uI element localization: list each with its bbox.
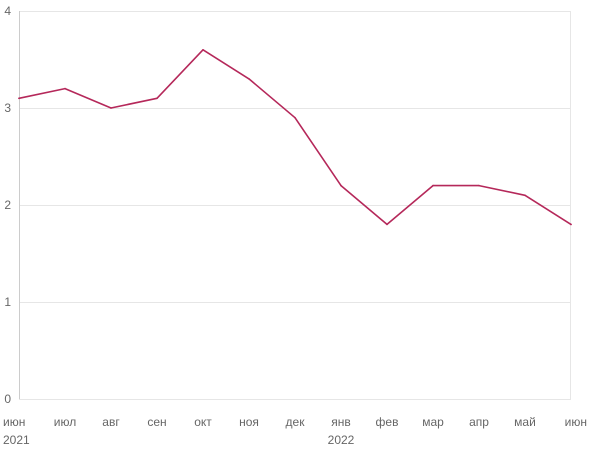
data-point bbox=[202, 49, 204, 51]
data-point bbox=[524, 194, 526, 197]
y-axis: 0 1 2 3 4 bbox=[4, 4, 11, 406]
x-tick-label: янв bbox=[331, 415, 351, 429]
x-year-label: 2021 bbox=[3, 433, 30, 447]
x-tick-label: окт bbox=[194, 415, 212, 429]
data-point bbox=[110, 107, 112, 109]
data-point bbox=[570, 223, 572, 226]
x-tick-label: мар bbox=[422, 415, 444, 429]
data-point bbox=[18, 97, 20, 100]
x-tick-label: дек bbox=[286, 415, 306, 429]
x-tick-label: ноя bbox=[239, 415, 259, 429]
y-tick-label: 2 bbox=[4, 198, 11, 212]
data-point bbox=[156, 97, 158, 100]
x-axis: июн июл авг сен окт ноя дек янв фев мар апр май июн 2… bbox=[3, 415, 587, 447]
x-tick-label: авг bbox=[102, 415, 120, 429]
data-point bbox=[294, 116, 296, 119]
y-tick-label: 4 bbox=[4, 4, 11, 18]
grid-lines bbox=[19, 11, 571, 400]
x-tick-label: июн bbox=[3, 415, 25, 429]
data-point bbox=[432, 184, 434, 187]
y-tick-label: 0 bbox=[4, 392, 11, 406]
x-tick-label: июл bbox=[54, 415, 76, 429]
data-point bbox=[478, 184, 480, 187]
y-tick-label: 1 bbox=[4, 295, 11, 309]
data-point bbox=[340, 184, 342, 187]
x-tick-label: фев bbox=[376, 415, 399, 429]
data-point bbox=[64, 87, 66, 90]
series-line bbox=[18, 49, 572, 226]
y-tick-label: 3 bbox=[4, 101, 11, 115]
x-tick-label: сен bbox=[147, 415, 166, 429]
x-tick-label: май bbox=[514, 415, 536, 429]
data-point bbox=[386, 223, 388, 226]
x-tick-label: апр bbox=[469, 415, 489, 429]
x-tick-label: июн bbox=[565, 415, 587, 429]
x-year-label: 2022 bbox=[328, 433, 355, 447]
series-layer bbox=[18, 49, 572, 226]
data-point bbox=[248, 78, 250, 80]
